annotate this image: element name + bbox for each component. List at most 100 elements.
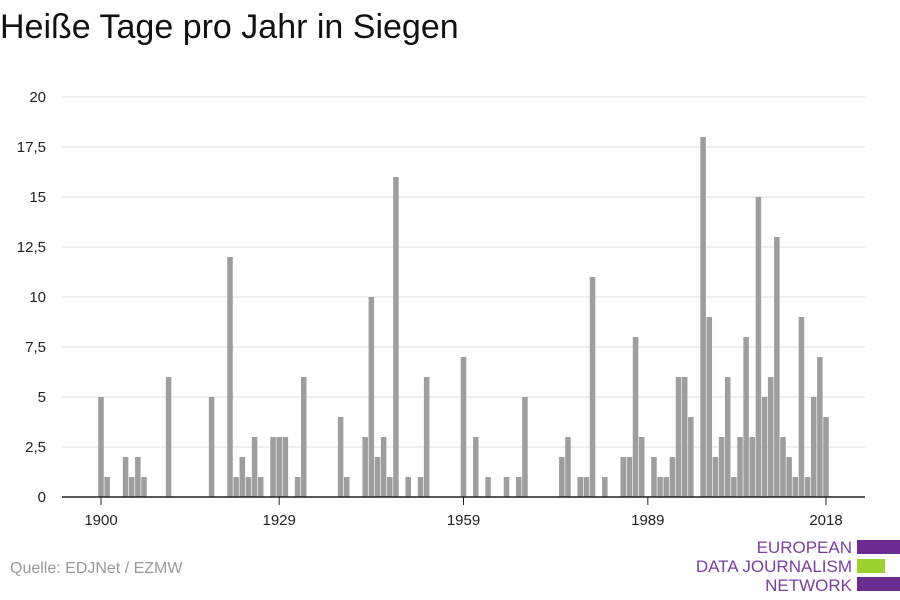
bar-2004: [737, 437, 743, 497]
bar-2013: [792, 477, 799, 497]
bar-1995: [681, 377, 688, 497]
bar-1993: [669, 457, 676, 497]
logo-bar-green: [857, 559, 885, 573]
bar-2015: [804, 477, 811, 497]
bar-2017: [817, 357, 823, 497]
bar-2011: [780, 437, 786, 497]
bar-1905: [128, 477, 135, 497]
chart-title: Heiße Tage pro Jahr in Siegen: [0, 8, 459, 46]
logo-bar-purple-bottom: [857, 577, 900, 591]
bar-1988: [638, 437, 645, 497]
bar-1923: [239, 457, 246, 497]
bar-2001: [718, 437, 725, 497]
bar-1900: [98, 397, 104, 497]
y-tick-label: 15: [29, 189, 46, 206]
bar-1985: [620, 457, 627, 497]
bar-1969: [522, 397, 528, 497]
bar-1959: [460, 357, 467, 497]
bar-1978: [577, 477, 584, 497]
bar-1948: [393, 177, 399, 497]
bar-1930: [282, 437, 289, 497]
x-tick-label: 1989: [631, 512, 664, 529]
x-tick-label: 2018: [809, 512, 842, 529]
source-note: Quelle: EDJNet / EZMW: [10, 560, 183, 577]
edjnet-logo: EUROPEAN DATA JOURNALISM NETWORK: [696, 530, 900, 595]
bar-2016: [810, 397, 817, 497]
logo-line-3: NETWORK: [765, 576, 852, 595]
bar-1987: [632, 337, 639, 497]
y-tick-label: 5: [38, 389, 46, 406]
bar-1926: [257, 477, 264, 497]
bar-2000: [712, 457, 719, 497]
bar-2008: [761, 397, 768, 497]
x-tick-label: 1959: [447, 512, 480, 529]
y-tick-label: 2,5: [25, 439, 46, 456]
bar-1924: [245, 477, 252, 497]
x-tick-label: 1929: [262, 512, 295, 529]
logo-bar-purple-top: [857, 540, 900, 554]
bar-1904: [122, 457, 129, 497]
y-tick-label: 7,5: [25, 339, 46, 356]
bar-1945: [374, 457, 381, 497]
bar-1901: [104, 477, 110, 497]
y-tick-label: 17,5: [17, 139, 46, 156]
bar-1950: [405, 477, 411, 497]
logo-line-2: DATA JOURNALISM: [695, 557, 852, 576]
bar-2006: [749, 437, 756, 497]
bar-1994: [675, 377, 682, 497]
bar-1939: [337, 417, 344, 497]
bar-1932: [294, 477, 301, 497]
bar-1921: [227, 257, 233, 497]
bar-2007: [755, 197, 762, 497]
bar-1980: [589, 277, 596, 497]
y-tick-label: 12,5: [17, 239, 46, 256]
bar-1998: [700, 137, 706, 497]
bar-1991: [657, 477, 663, 497]
bar-1911: [165, 377, 172, 497]
bar-2012: [786, 457, 792, 497]
bar-1976: [565, 437, 571, 497]
y-tick-label: 0: [38, 489, 46, 506]
y-tick-label: 20: [29, 89, 46, 106]
bar-2002: [724, 377, 731, 497]
bar-1999: [706, 317, 713, 497]
bar-2009: [767, 377, 774, 497]
bar-1947: [387, 477, 393, 497]
bar-1992: [663, 477, 670, 497]
bar-1918: [208, 397, 215, 497]
bar-1952: [417, 477, 424, 497]
x-axis-ticks: 1900 1929 1959 1989 2018: [84, 497, 843, 529]
logo-line-1: EUROPEAN: [756, 538, 852, 557]
bar-1943: [362, 437, 368, 497]
bar-2003: [731, 477, 737, 497]
x-tick-label: 1900: [84, 512, 117, 529]
bar-1929: [276, 437, 282, 497]
bar-1986: [626, 457, 633, 497]
bar-1940: [343, 477, 350, 497]
bar-1953: [423, 377, 430, 497]
bar-1922: [233, 477, 239, 497]
bar-1928: [270, 437, 276, 497]
y-tick-label: 10: [29, 289, 46, 306]
y-axis-ticks: 0 2,5 5 7,5 10 12,5 15 17,5 20: [17, 89, 46, 506]
bar-1966: [503, 477, 510, 497]
bar-1990: [651, 457, 657, 497]
bar-2005: [743, 337, 749, 497]
bar-1968: [516, 477, 522, 497]
bar-1996: [688, 417, 694, 497]
bar-1946: [380, 437, 387, 497]
bar-1933: [300, 377, 307, 497]
bar-1979: [583, 477, 590, 497]
bar-1907: [141, 477, 147, 497]
bar-1963: [485, 477, 491, 497]
bar-1925: [251, 437, 258, 497]
bar-1975: [559, 457, 565, 497]
bar-2014: [798, 317, 805, 497]
bar-2018: [823, 417, 829, 497]
bar-1982: [602, 477, 608, 497]
bar-1906: [135, 457, 141, 497]
bar-1944: [368, 297, 375, 497]
bar-1961: [473, 437, 479, 497]
bars: [98, 137, 829, 497]
